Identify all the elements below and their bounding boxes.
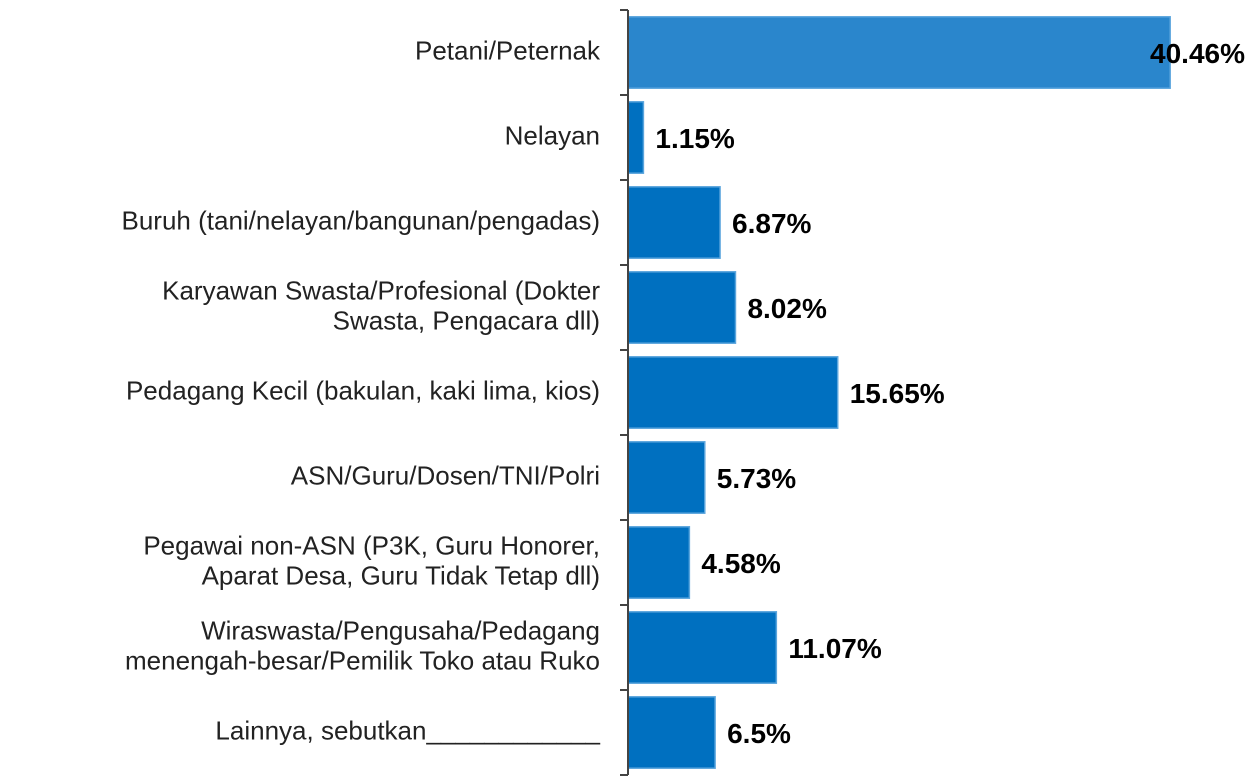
- value-label: 15.65%: [850, 378, 945, 409]
- value-label: 8.02%: [747, 293, 826, 324]
- category-label: ASN/Guru/Dosen/TNI/Polri: [291, 460, 600, 490]
- category-label: Pegawai non-ASN (P3K, Guru Honorer, Apara…: [143, 530, 600, 590]
- category-line: Pedagang Kecil (bakulan, kaki lima, kios…: [126, 375, 600, 405]
- category-line: Pegawai non-ASN (P3K, Guru Honorer,: [143, 530, 600, 560]
- category-line: ASN/Guru/Dosen/TNI/Polri: [291, 460, 600, 490]
- category-line: Karyawan Swasta/Profesional (Dokter: [162, 275, 600, 305]
- category-label: Nelayan: [505, 120, 600, 150]
- category-line: Lainnya, sebutkan____________: [215, 715, 600, 745]
- value-label: 6.5%: [727, 718, 791, 749]
- category-label: Karyawan Swasta/Profesional (Dokter Swast…: [162, 275, 600, 335]
- category-line: menengah-besar/Pemilik Toko atau Ruko: [125, 645, 600, 675]
- category-line: Aparat Desa, Guru Tidak Tetap dll): [202, 560, 600, 590]
- value-label: 40.46%: [1150, 38, 1245, 69]
- bar: [627, 526, 691, 599]
- category-line: Swasta, Pengacara dll): [333, 305, 600, 335]
- value-label: 6.87%: [732, 208, 811, 239]
- bar: [627, 101, 645, 174]
- category-label: Buruh (tani/nelayan/bangunan/pengadas): [122, 205, 601, 235]
- category-label: Pedagang Kecil (bakulan, kaki lima, kios…: [126, 375, 600, 405]
- category-label: Wiraswasta/Pengusaha/Pedagang menengah-be…: [125, 615, 600, 675]
- value-label: 11.07%: [788, 633, 882, 664]
- value-label: 4.58%: [701, 548, 780, 579]
- bar: [627, 271, 737, 344]
- category-label: Lainnya, sebutkan____________: [215, 715, 600, 745]
- category-line: Nelayan: [505, 120, 600, 150]
- category-line: Wiraswasta/Pengusaha/Pedagang: [201, 615, 600, 645]
- bar: [627, 441, 706, 514]
- bar: [627, 696, 716, 769]
- category-label: Petani/Peternak: [415, 35, 601, 65]
- bar: [627, 16, 1171, 89]
- category-line: Petani/Peternak: [415, 35, 601, 65]
- category-line: Buruh (tani/nelayan/bangunan/pengadas): [122, 205, 601, 235]
- bar: [627, 186, 721, 259]
- value-label: 1.15%: [655, 123, 734, 154]
- bar: [627, 611, 778, 684]
- value-label: 5.73%: [717, 463, 796, 494]
- bar: [627, 356, 839, 429]
